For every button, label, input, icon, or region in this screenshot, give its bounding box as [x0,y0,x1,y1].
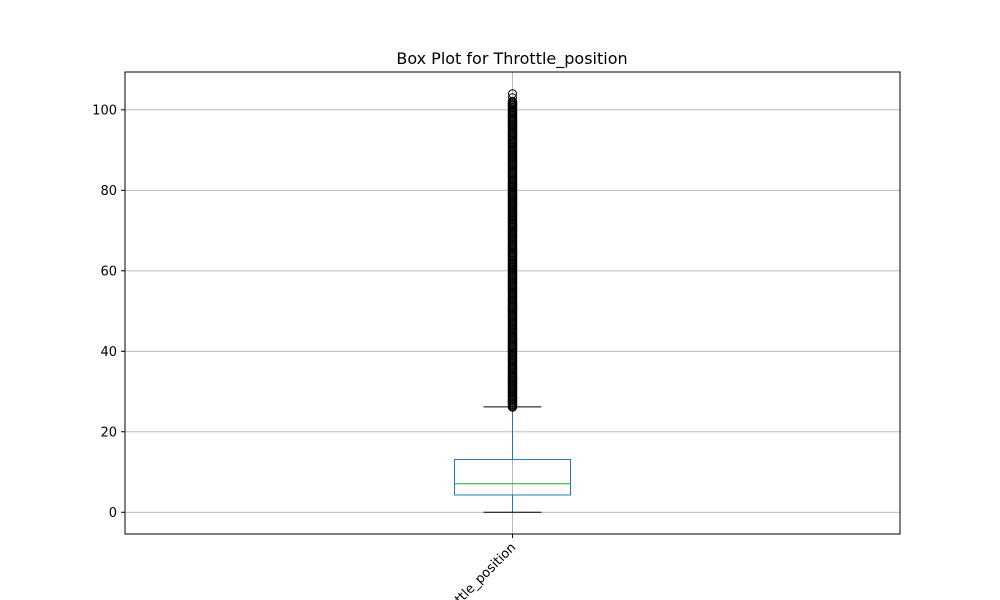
iqr-box [454,459,571,496]
y-tick-label: 40 [100,345,117,360]
outlier-markers [507,89,518,412]
y-tick-label: 0 [109,506,117,521]
outlier-point [508,93,517,103]
chart-title: Box Plot for Throttle_position [396,49,627,69]
y-tick-label: 60 [100,264,117,279]
x-tick-label: Throttle_position [431,540,519,600]
box-plot-series [454,89,571,513]
box-0 [454,89,571,513]
plot-area-frame [124,71,901,535]
outlier-point [508,89,517,99]
y-tick-label: 80 [100,184,117,199]
y-tick-label: 20 [100,425,117,440]
y-tick-label: 100 [92,103,117,118]
